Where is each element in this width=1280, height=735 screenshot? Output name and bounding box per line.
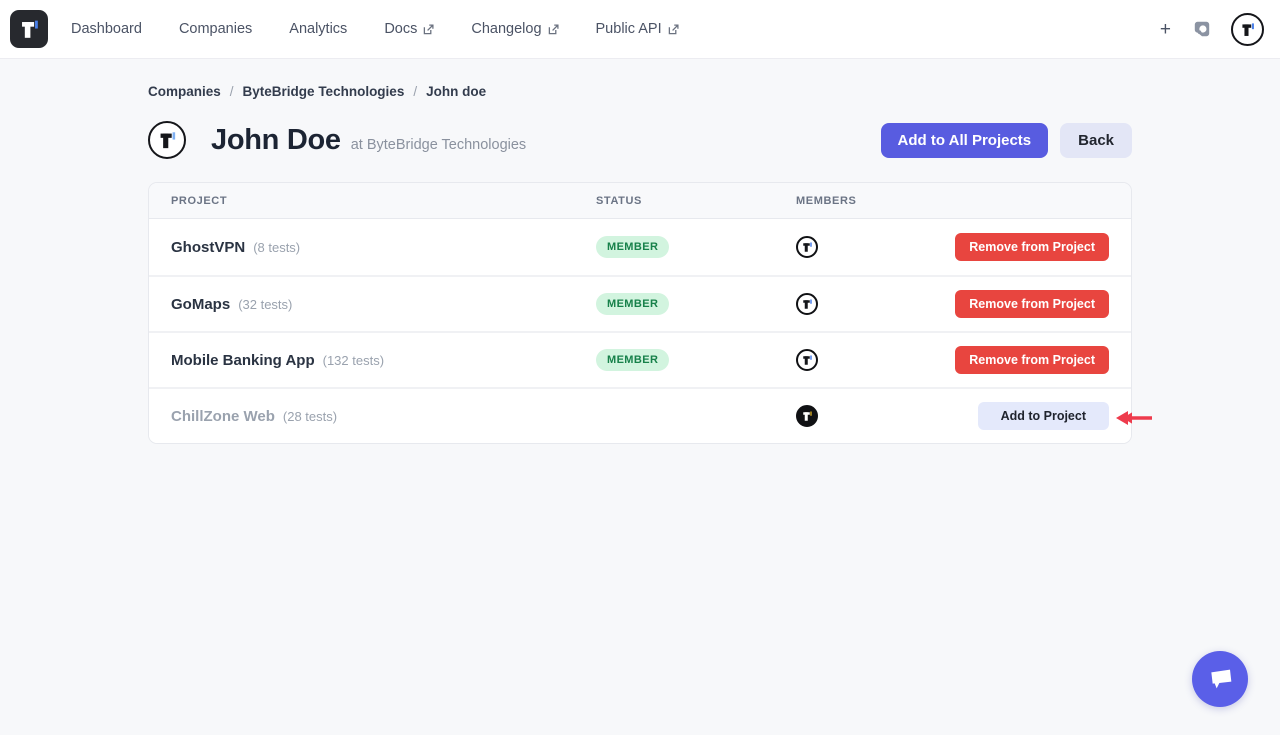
page-title: John Doe bbox=[211, 123, 341, 156]
back-button[interactable]: Back bbox=[1060, 122, 1132, 158]
column-header-status: STATUS bbox=[596, 194, 642, 207]
status-badge: MEMBER bbox=[596, 293, 670, 315]
search-icon[interactable] bbox=[1193, 20, 1211, 38]
nav-label: Analytics bbox=[289, 21, 348, 37]
status-badge: MEMBER bbox=[596, 236, 670, 258]
nav-item-docs[interactable]: Docs bbox=[384, 21, 434, 37]
projects-table-wrapper: PROJECT STATUS MEMBERS GhostVPN (8 tests… bbox=[148, 182, 1152, 444]
members-cell bbox=[796, 236, 955, 258]
table-row: GhostVPN (8 tests) MEMBER Remove from Pr… bbox=[149, 219, 1131, 275]
table-header-row: PROJECT STATUS MEMBERS bbox=[149, 183, 1131, 219]
members-cell bbox=[796, 349, 955, 371]
avatar-t-icon bbox=[803, 411, 812, 421]
remove-from-project-button[interactable]: Remove from Project bbox=[955, 346, 1109, 374]
avatar-t-icon bbox=[803, 355, 812, 365]
project-test-count: (28 tests) bbox=[282, 408, 338, 424]
project-name: ChillZone Web bbox=[171, 407, 275, 425]
status-cell: MEMBER bbox=[596, 293, 796, 315]
external-link-icon bbox=[548, 23, 559, 34]
chat-launcher-button[interactable] bbox=[1192, 651, 1248, 707]
avatar-t-icon bbox=[1242, 22, 1254, 36]
project-test-count: (132 tests) bbox=[322, 352, 385, 368]
nav-item-changelog[interactable]: Changelog bbox=[471, 21, 559, 37]
nav-label: Changelog bbox=[471, 21, 542, 37]
nav-label: Companies bbox=[178, 21, 253, 37]
breadcrumb-company[interactable]: ByteBridge Technologies bbox=[242, 84, 405, 99]
add-to-project-button[interactable]: Add to Project bbox=[977, 402, 1109, 430]
member-avatar bbox=[796, 349, 818, 371]
logo-t-icon bbox=[22, 20, 38, 38]
project-cell: GoMaps (32 tests) bbox=[171, 296, 596, 313]
project-test-count: (8 tests) bbox=[253, 239, 301, 255]
avatar-t-icon bbox=[160, 132, 176, 149]
top-navigation: Dashboard Companies Analytics Docs Chang… bbox=[0, 0, 1280, 59]
page-header: John Doe at ByteBridge Technologies Add … bbox=[148, 121, 1132, 159]
remove-from-project-button[interactable]: Remove from Project bbox=[955, 233, 1109, 261]
project-test-count: (32 tests) bbox=[238, 296, 293, 312]
breadcrumb-user[interactable]: John doe bbox=[426, 84, 487, 99]
breadcrumb-separator: / bbox=[413, 84, 418, 99]
member-avatar bbox=[796, 293, 818, 315]
table-row: ChillZone Web (28 tests) Add to Project bbox=[149, 387, 1131, 443]
status-cell: MEMBER bbox=[596, 349, 796, 371]
table-row: Mobile Banking App (132 tests) MEMBER Re… bbox=[149, 331, 1131, 387]
project-cell: ChillZone Web (28 tests) bbox=[171, 408, 596, 425]
nav-item-dashboard[interactable]: Dashboard bbox=[71, 21, 142, 37]
nav-label: Dashboard bbox=[71, 21, 142, 37]
project-cell: GhostVPN (8 tests) bbox=[171, 239, 596, 256]
external-link-icon bbox=[668, 23, 679, 34]
project-name: GhostVPN bbox=[171, 238, 246, 256]
project-name: Mobile Banking App bbox=[171, 351, 315, 369]
nav-menu: Dashboard Companies Analytics Docs Chang… bbox=[71, 21, 679, 37]
nav-item-analytics[interactable]: Analytics bbox=[289, 21, 347, 37]
breadcrumb-companies[interactable]: Companies bbox=[148, 84, 221, 99]
plus-icon[interactable]: + bbox=[1159, 18, 1171, 40]
nav-label: Docs bbox=[384, 21, 418, 37]
status-badge: MEMBER bbox=[596, 349, 670, 371]
user-avatar[interactable] bbox=[1231, 12, 1264, 46]
nav-item-companies[interactable]: Companies bbox=[179, 21, 252, 37]
status-cell: MEMBER bbox=[596, 236, 796, 258]
remove-from-project-button[interactable]: Remove from Project bbox=[955, 290, 1109, 318]
app-logo[interactable] bbox=[10, 10, 48, 48]
project-name: GoMaps bbox=[171, 295, 231, 313]
column-header-project: PROJECT bbox=[171, 194, 228, 207]
person-avatar bbox=[148, 121, 186, 159]
page-subtitle: at ByteBridge Technologies bbox=[350, 136, 527, 153]
members-cell bbox=[796, 405, 978, 427]
projects-table: PROJECT STATUS MEMBERS GhostVPN (8 tests… bbox=[148, 182, 1132, 444]
breadcrumb-separator: / bbox=[229, 84, 234, 99]
members-cell bbox=[796, 293, 955, 315]
breadcrumb: Companies / ByteBridge Technologies / Jo… bbox=[148, 84, 1132, 99]
nav-right-group: + bbox=[1158, 12, 1264, 46]
table-row: GoMaps (32 tests) MEMBER Remove from Pro… bbox=[149, 275, 1131, 331]
column-header-members: MEMBERS bbox=[796, 194, 857, 207]
nav-item-public-api[interactable]: Public API bbox=[596, 21, 679, 37]
avatar-t-icon bbox=[803, 242, 812, 252]
header-actions: Add to All Projects Back bbox=[880, 122, 1132, 158]
external-link-icon bbox=[424, 23, 434, 34]
add-to-all-projects-button[interactable]: Add to All Projects bbox=[880, 122, 1049, 158]
member-avatar bbox=[796, 405, 818, 427]
member-avatar bbox=[796, 236, 818, 258]
project-cell: Mobile Banking App (132 tests) bbox=[171, 352, 596, 369]
nav-label: Public API bbox=[595, 21, 662, 37]
main-content: Companies / ByteBridge Technologies / Jo… bbox=[148, 84, 1152, 444]
chat-bubble-icon bbox=[1211, 669, 1232, 689]
avatar-t-icon bbox=[803, 299, 812, 309]
